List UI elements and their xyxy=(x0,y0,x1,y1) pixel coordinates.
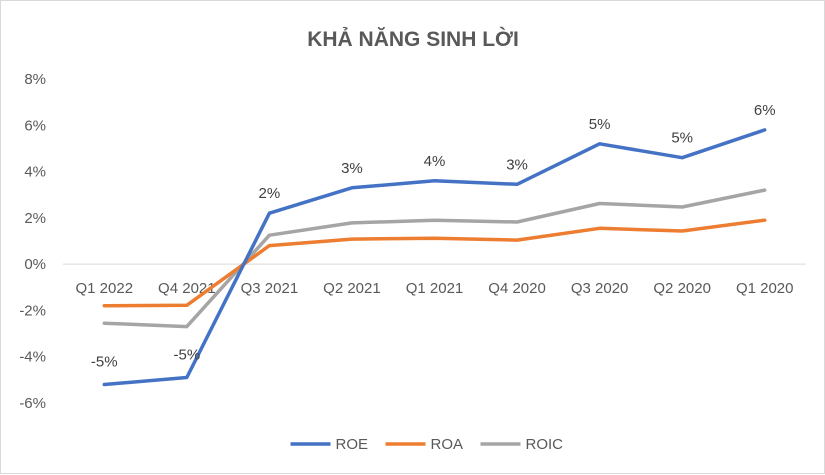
y-tick-label: 4% xyxy=(24,164,46,181)
legend-label: ROE xyxy=(336,436,369,453)
data-label: 2% xyxy=(259,185,281,202)
x-tick-label: Q4 2020 xyxy=(488,280,546,297)
x-tick-label: Q2 2020 xyxy=(653,280,711,297)
data-label: 3% xyxy=(506,156,528,173)
series-line-roa xyxy=(102,218,767,308)
y-tick-label: 8% xyxy=(24,71,46,88)
data-label: -5% xyxy=(91,353,118,370)
y-tick-label: 2% xyxy=(24,210,46,227)
x-tick-label: Q1 2021 xyxy=(406,280,464,297)
series-line-roic xyxy=(102,188,767,329)
y-tick-label: 0% xyxy=(24,256,46,273)
y-tick-label: -4% xyxy=(19,349,46,366)
data-label: 3% xyxy=(341,160,363,177)
legend: ROE ROA ROIC xyxy=(290,436,564,453)
data-label: 4% xyxy=(424,153,446,170)
data-labels: -5% -5% 2% 3% 4% 3% 5% 5% 6% xyxy=(91,102,776,371)
legend-label: ROA xyxy=(431,436,464,453)
data-label: 5% xyxy=(589,116,611,133)
series-lines xyxy=(102,128,767,387)
x-tick-label: Q2 2021 xyxy=(323,280,381,297)
data-label: -5% xyxy=(173,347,200,364)
x-tick-label: Q3 2020 xyxy=(571,280,629,297)
data-label: 5% xyxy=(671,130,693,147)
chart-title: KHẢ NĂNG SINH LỜI xyxy=(307,27,519,51)
legend-label: ROIC xyxy=(526,436,564,453)
data-label: 6% xyxy=(754,102,776,119)
x-axis-ticks: Q1 2022 Q4 2021 Q3 2021 Q2 2021 Q1 2021 Q4 20… xyxy=(76,280,794,297)
y-tick-label: -6% xyxy=(19,395,46,412)
x-tick-label: Q1 2020 xyxy=(736,280,794,297)
series-line-roe xyxy=(102,128,767,387)
x-tick-label: Q1 2022 xyxy=(76,280,134,297)
x-tick-label: Q3 2021 xyxy=(241,280,299,297)
y-tick-label: -2% xyxy=(19,302,46,319)
y-axis-ticks: -6% -4% -2% 0% 2% 4% 6% 8% xyxy=(19,71,46,412)
y-tick-label: 6% xyxy=(24,117,46,134)
